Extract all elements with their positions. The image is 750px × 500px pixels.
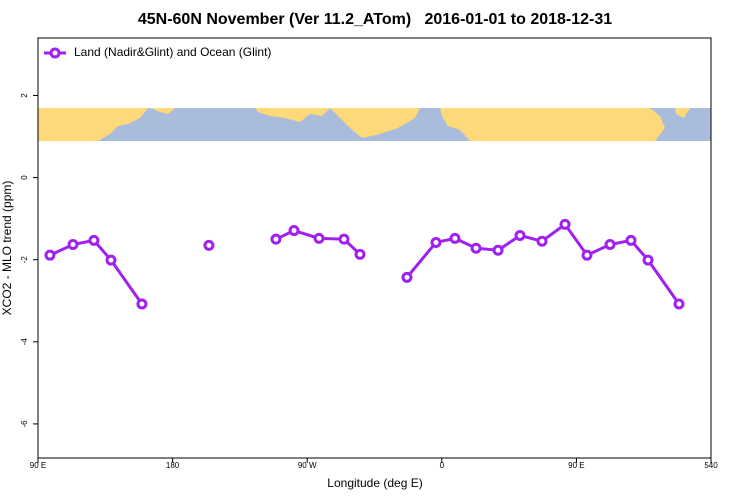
y-tick-label: 0 xyxy=(20,175,29,180)
y-tick-label: -2 xyxy=(20,256,29,264)
data-point xyxy=(136,298,148,310)
x-tick-label: 540 xyxy=(704,461,718,470)
data-point xyxy=(470,242,482,254)
x-tick-label: 0 xyxy=(440,461,445,470)
data-point xyxy=(536,235,548,247)
x-axis-label: Longitude (deg E) xyxy=(327,476,422,490)
data-point xyxy=(44,249,56,261)
data-point xyxy=(604,239,616,251)
legend-label: Land (Nadir&Glint) and Ocean (Glint) xyxy=(74,45,271,59)
legend: Land (Nadir&Glint) and Ocean (Glint) xyxy=(44,45,271,59)
data-point xyxy=(581,249,593,261)
data-point xyxy=(492,244,504,256)
data-point xyxy=(338,233,350,245)
map-band xyxy=(38,108,711,141)
data-point xyxy=(514,229,526,241)
legend-marker xyxy=(49,47,61,59)
data-point xyxy=(625,234,637,246)
y-tick-label: 2 xyxy=(20,93,29,98)
x-tick-label: 90 W xyxy=(298,461,317,470)
data-point xyxy=(401,271,413,283)
x-tick-label: 180 xyxy=(166,461,180,470)
data-point xyxy=(270,233,282,245)
data-point xyxy=(673,298,685,310)
data-point xyxy=(88,234,100,246)
data-point xyxy=(67,239,79,251)
data-point xyxy=(642,254,654,266)
data-point xyxy=(105,254,117,266)
plot-frame xyxy=(37,37,712,459)
data-point xyxy=(288,225,300,237)
data-point xyxy=(430,236,442,248)
chart-title: 45N-60N November (Ver 11.2_ATom) 2016-01… xyxy=(138,11,612,28)
data-point xyxy=(354,248,366,260)
x-tick-label: 90 E xyxy=(568,461,584,470)
y-tick-label: -4 xyxy=(20,338,29,346)
series-line xyxy=(49,238,144,305)
data-point xyxy=(449,232,461,244)
data-point xyxy=(313,232,325,244)
data-point xyxy=(203,239,215,251)
data-point xyxy=(559,218,571,230)
y-axis-label: XCO2 - MLO trend (ppm) xyxy=(0,181,14,316)
y-tick-label: -6 xyxy=(20,420,29,428)
x-tick-label: 90 E xyxy=(30,461,46,470)
